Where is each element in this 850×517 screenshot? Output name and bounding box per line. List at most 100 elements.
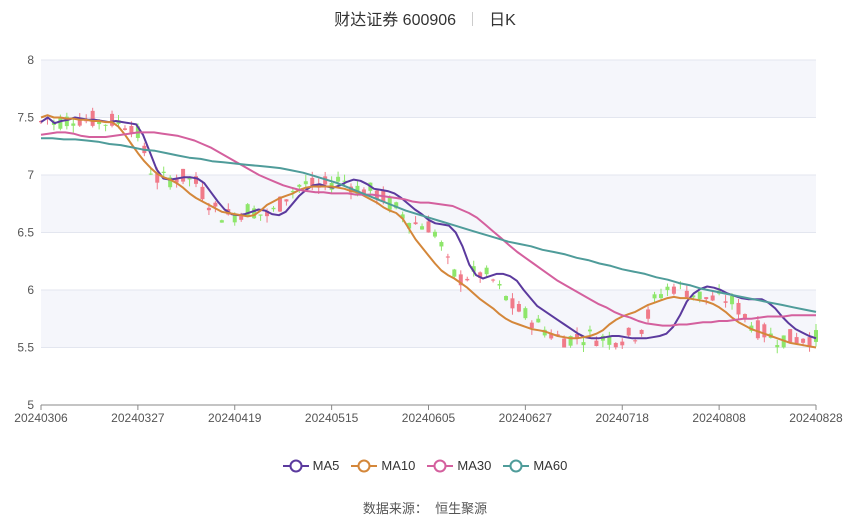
candle-body (484, 267, 489, 275)
candle-body (161, 171, 166, 173)
y-tick-label: 6.5 (17, 226, 34, 240)
candle-body (245, 204, 250, 217)
candle-body (458, 274, 463, 286)
candle-body (613, 342, 618, 348)
source-label: 数据来源： (362, 501, 428, 516)
candle-body (277, 196, 282, 212)
data-source: 数据来源： 恒生聚源 (0, 498, 850, 517)
candle-body (271, 207, 276, 210)
candle-body (646, 309, 651, 319)
candle-body (555, 334, 560, 336)
candle-body (523, 308, 528, 319)
candle-body (252, 208, 257, 219)
period-label[interactable]: 日K (489, 12, 516, 29)
candle-body (652, 294, 657, 299)
candle-body (110, 113, 115, 126)
candle-body (575, 334, 580, 339)
candle-body (471, 266, 476, 272)
candle-body (794, 337, 799, 344)
candle-body (684, 290, 689, 298)
candle-body (194, 176, 198, 184)
candle-body (620, 341, 625, 346)
grid-band (41, 60, 816, 118)
candle-body (594, 340, 599, 346)
candle-body (71, 123, 76, 126)
candle-body (407, 222, 412, 229)
source-value: 恒生聚源 (435, 501, 488, 516)
x-tick-label: 20240627 (499, 411, 553, 425)
title-divider (472, 12, 474, 26)
candle-body (155, 173, 160, 183)
candle-body (465, 278, 470, 281)
legend-item-ma30[interactable]: MA30 (427, 458, 491, 473)
candle-body (445, 256, 450, 258)
candle-body (671, 286, 676, 294)
candle-body (168, 177, 173, 188)
candle-body (323, 176, 328, 185)
candle-body (587, 329, 592, 332)
x-tick-label: 20240605 (402, 411, 456, 425)
candle-body (420, 226, 425, 230)
legend-item-ma60[interactable]: MA60 (503, 458, 567, 473)
candle-body (103, 124, 108, 126)
candle-body (568, 336, 573, 346)
chart-title: 财达证券 600906 日K (0, 6, 850, 30)
candle-body (529, 322, 534, 329)
candle-body (219, 220, 224, 223)
candle-body (639, 329, 644, 334)
candle-body (607, 336, 612, 345)
candle-body (290, 191, 295, 193)
candle-body (659, 294, 663, 299)
candle-body (432, 231, 437, 237)
chart-legend: MA5 MA10 MA30 MA60 (0, 458, 850, 473)
series-line-ma60 (41, 137, 817, 313)
legend-item-ma10[interactable]: MA10 (351, 458, 415, 473)
legend-marker-icon (503, 459, 530, 473)
candle-body (181, 168, 186, 182)
candle-body (258, 214, 263, 216)
legend-marker-icon (351, 459, 378, 473)
candle-body (452, 269, 457, 277)
candle-body (90, 110, 95, 126)
candle-body (762, 324, 767, 338)
x-tick-label: 20240515 (305, 411, 359, 425)
x-tick-label: 20240808 (692, 411, 746, 425)
candle-body (439, 242, 444, 247)
y-tick-label: 7 (27, 168, 34, 182)
candle-body (633, 340, 638, 342)
y-tick-label: 5 (27, 398, 34, 412)
legend-label: MA30 (457, 458, 492, 473)
candle-body (697, 291, 702, 300)
candle-body (361, 189, 366, 196)
candle-body (310, 177, 315, 188)
candle-body (394, 202, 399, 209)
candle-body (736, 302, 741, 315)
candle-body (665, 286, 670, 291)
candle-body (562, 338, 567, 348)
candle-body (148, 173, 153, 175)
candle-body (426, 221, 431, 233)
x-tick-label: 20240419 (208, 411, 262, 425)
candle-body (788, 329, 793, 343)
candle-body (232, 214, 237, 223)
candle-body (213, 202, 218, 207)
candle-body (200, 186, 205, 200)
candle-body (239, 214, 244, 220)
candle-body (775, 345, 780, 348)
legend-item-ma5[interactable]: MA5 (282, 458, 339, 473)
stock-name: 财达证券 600906 (334, 12, 457, 29)
candle-body (755, 320, 760, 339)
y-tick-label: 5.5 (17, 341, 34, 355)
candle-body (581, 342, 586, 346)
x-tick-label: 20240718 (596, 411, 650, 425)
candle-body (97, 120, 102, 125)
candle-body (549, 333, 554, 339)
candle-body (413, 222, 418, 225)
candle-body (723, 301, 728, 303)
candle-body (336, 176, 341, 182)
candle-body (400, 214, 405, 219)
series-line-ma30 (40, 131, 816, 327)
candle-body (542, 329, 547, 336)
candle-body (691, 295, 696, 298)
candle-body (174, 179, 179, 183)
